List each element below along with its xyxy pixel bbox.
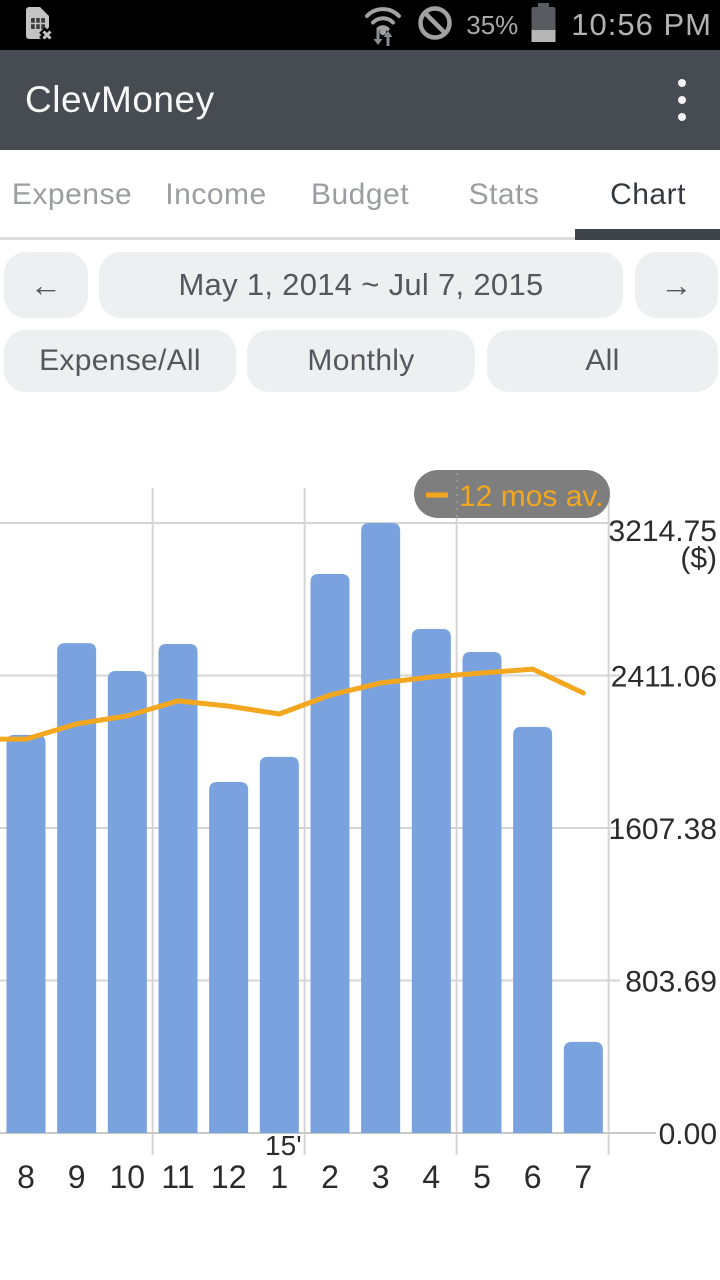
status-bar: 35% 10:56 PM	[0, 0, 720, 50]
more-vert-icon[interactable]	[678, 50, 686, 150]
legend-label: 12 mos av.	[459, 480, 604, 513]
x-axis-label-12: 12	[211, 1159, 247, 1195]
blocked-icon	[416, 4, 454, 47]
left-arrow-icon: ←	[29, 266, 63, 303]
battery-icon	[530, 2, 557, 48]
date-range-button[interactable]: May 1, 2014 ~ Jul 7, 2015	[99, 252, 623, 318]
tab-expense[interactable]: Expense	[11, 178, 133, 211]
tab-bar-divider	[0, 237, 720, 240]
bar-month-5[interactable]	[462, 651, 502, 1133]
app-bar: ClevMoney	[0, 50, 720, 150]
bar-month-4[interactable]	[411, 629, 451, 1133]
filter-interval-label: Monthly	[307, 344, 415, 377]
x-axis-label-2: 2	[321, 1159, 339, 1195]
next-period-button[interactable]: →	[635, 252, 718, 318]
y-tick-label: 3214.75	[609, 515, 717, 548]
battery-percent-label: 35%	[466, 9, 519, 40]
x-axis-label-7: 7	[574, 1159, 592, 1195]
chart-svg: 12 mos av.3214.75 2411.06 1607.38 803.69 0.0…	[0, 470, 717, 1195]
y-tick-label: 2411.06	[611, 661, 717, 694]
sim-missing-icon	[22, 4, 55, 47]
filter-type-label: Expense/All	[39, 344, 201, 377]
filter-type-button[interactable]: Expense/All	[4, 330, 236, 392]
bar-month-1[interactable]	[259, 756, 299, 1133]
bar-month-9[interactable]	[57, 643, 97, 1133]
active-tab-indicator	[575, 229, 720, 240]
clock-label: 10:56 PM	[571, 7, 712, 42]
x-axis-label-3: 3	[372, 1159, 390, 1195]
right-arrow-icon: →	[660, 266, 693, 303]
x-axis-label-9: 9	[68, 1159, 86, 1195]
x-axis-label-1: 1	[270, 1159, 288, 1195]
tab-budget[interactable]: Budget	[310, 178, 410, 211]
x-axis-label-4: 4	[422, 1159, 440, 1195]
x-axis-label-10: 10	[110, 1159, 146, 1195]
x-axis-label-11: 11	[161, 1159, 194, 1195]
y-tick-label: 803.69	[625, 965, 717, 998]
tab-stats[interactable]: Stats	[468, 178, 540, 211]
y-tick-label: 0.00	[659, 1118, 717, 1151]
average-line	[0, 666, 586, 742]
bar-month-12[interactable]	[209, 781, 249, 1133]
app-title: ClevMoney	[25, 79, 215, 120]
bar-month-11[interactable]	[158, 644, 198, 1133]
filter-interval-button[interactable]: Monthly	[247, 330, 475, 392]
x-axis-label-8: 8	[17, 1159, 35, 1195]
y-axis-unit-label: ($)	[680, 542, 717, 575]
prev-period-button[interactable]: ←	[4, 252, 88, 318]
bar-month-7[interactable]	[563, 1041, 603, 1133]
bar-chart[interactable]: 12 mos av. 3214.75 2411.06 1607.38 803.69 0.0…	[0, 460, 720, 1210]
x-axis-label-5: 5	[473, 1159, 491, 1195]
year-marker-label: 15'	[265, 1130, 302, 1161]
bar-month-2[interactable]	[310, 573, 350, 1133]
x-axis-label-6: 6	[524, 1159, 542, 1195]
wifi-updown-icon	[362, 0, 404, 51]
bar-month-8[interactable]	[6, 734, 46, 1133]
bar-month-6[interactable]	[513, 726, 553, 1133]
tab-chart[interactable]: Chart	[610, 178, 686, 211]
y-tick-label: 1607.38	[609, 813, 717, 846]
bar-month-3[interactable]	[361, 523, 401, 1133]
date-range-label: May 1, 2014 ~ Jul 7, 2015	[178, 267, 544, 302]
filter-category-button[interactable]: All	[487, 330, 718, 392]
tab-income[interactable]: Income	[165, 178, 267, 211]
legend-pill[interactable]	[414, 470, 610, 518]
filter-category-label: All	[585, 344, 620, 377]
bar-month-10[interactable]	[107, 670, 147, 1133]
tab-bar: Expense Income Budget Stats Chart	[0, 150, 720, 240]
